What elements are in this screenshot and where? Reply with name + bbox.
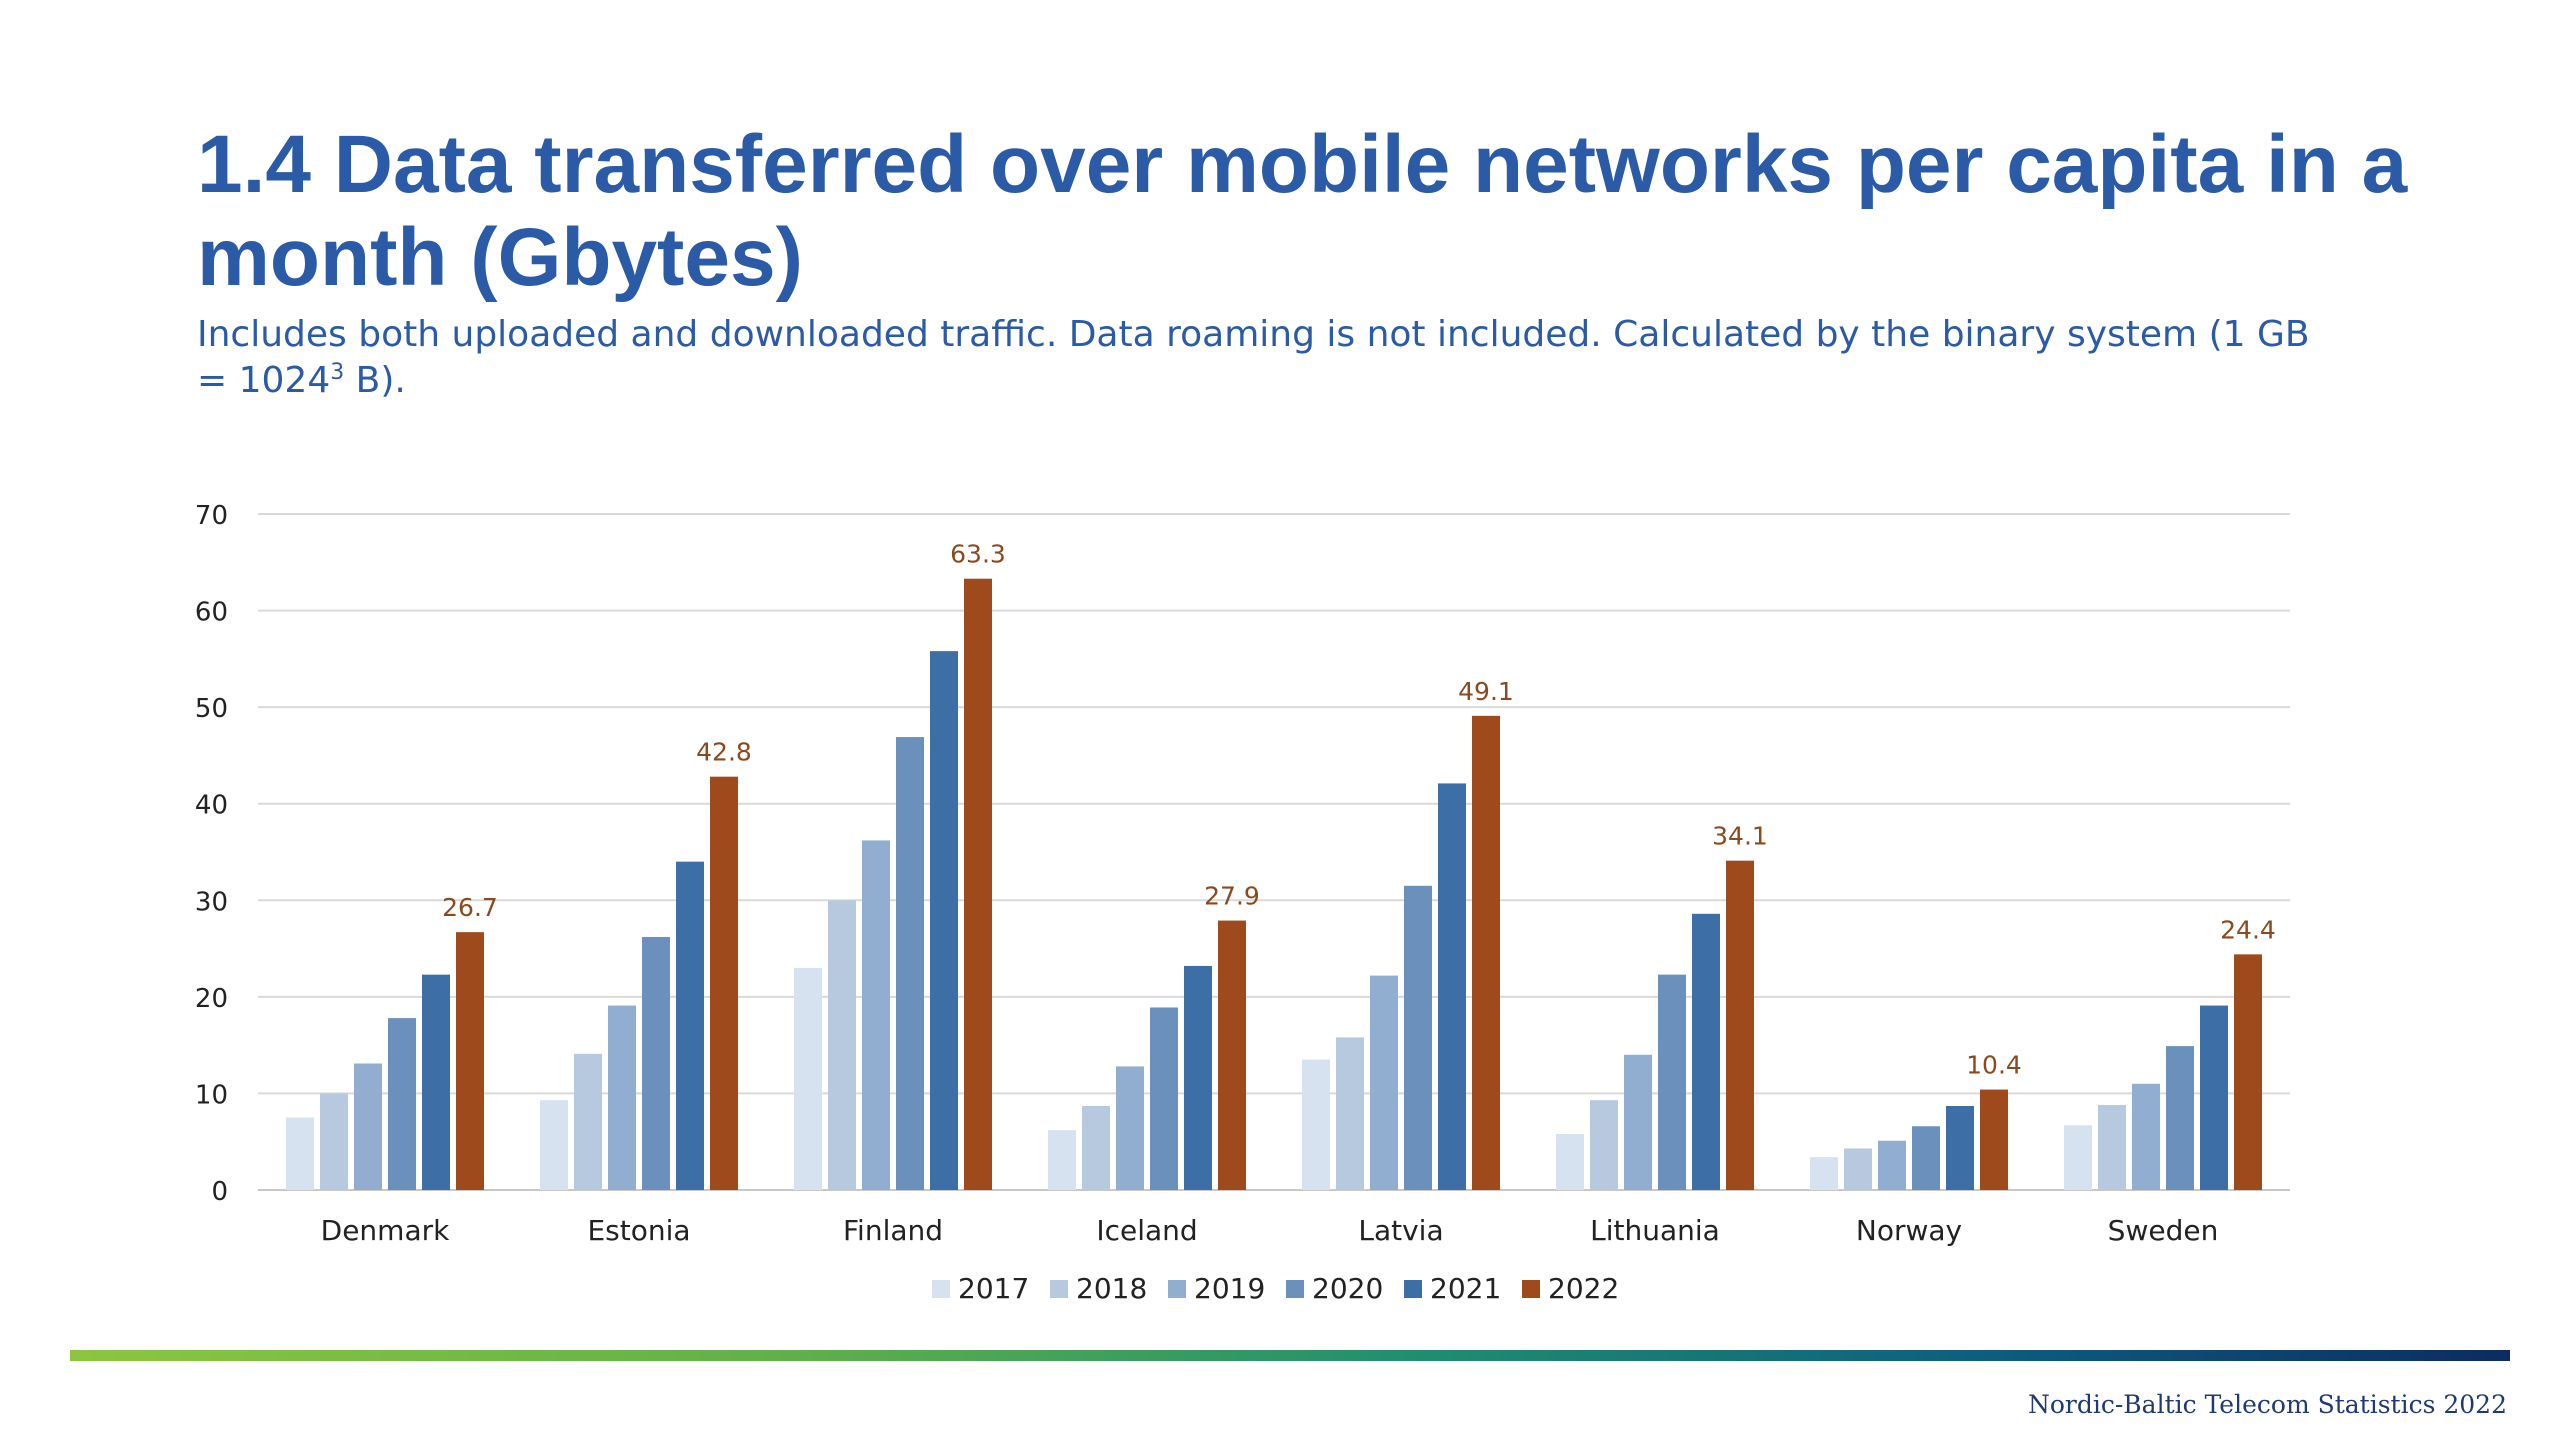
bar-2022-iceland [1218,920,1246,1190]
bar-2017-finland [794,967,822,1190]
x-tick-label: Lithuania [1590,1214,1720,1247]
legend-label-2021: 2021 [1430,1272,1501,1305]
x-tick-label: Norway [1856,1214,1962,1247]
bar-2018-finland [828,900,856,1190]
bar-2020-iceland [1150,1007,1178,1190]
slide-title: 1.4 Data transferred over mobile network… [197,119,2408,303]
x-tick-label: Latvia [1358,1214,1443,1247]
data-label: 10.4 [1966,1051,2022,1080]
bar-2021-norway [1946,1105,1974,1190]
bar-2021-denmark [422,974,450,1190]
bar-2019-sweden [2132,1083,2160,1190]
data-label: 24.4 [2220,915,2276,944]
bar-2022-latvia [1472,715,1500,1190]
legend-swatch-2017 [932,1280,950,1298]
bar-2017-estonia [540,1100,568,1190]
y-tick-label: 40 [195,791,228,821]
bar-2022-estonia [710,776,738,1190]
legend-swatch-2022 [1522,1280,1540,1298]
x-tick-label: Sweden [2108,1214,2219,1247]
x-axis: Denmark Estonia Finland Iceland Latvia Lithua… [321,1214,2219,1247]
bar-2021-lithuania [1692,913,1720,1190]
bar-2017-sweden [2064,1125,2092,1190]
bar-2019-finland [862,840,890,1190]
bar-2020-denmark [388,1018,416,1190]
data-labels: 26.7 42.8 63.3 27.9 49.1 34.1 10.4 24.4 [442,540,2276,1080]
legend-label-2022: 2022 [1548,1272,1619,1305]
bar-2018-denmark [320,1093,348,1190]
y-tick-label: 70 [195,501,228,531]
bar-2022-lithuania [1726,860,1754,1190]
bar-2021-sweden [2200,1005,2228,1190]
legend-swatch-2020 [1286,1280,1304,1298]
data-label: 27.9 [1204,882,1260,911]
bars [286,578,2262,1190]
subtitle-exponent: 3 [330,360,345,385]
data-label: 63.3 [950,540,1006,569]
bar-2017-denmark [286,1117,314,1190]
bar-2020-latvia [1404,885,1432,1190]
bar-2022-finland [964,578,992,1190]
bar-2020-estonia [642,936,670,1190]
y-tick-label: 10 [195,1080,228,1110]
x-tick-label: Iceland [1096,1214,1197,1247]
bar-2020-norway [1912,1126,1940,1190]
legend: 2017 2018 2019 2020 2021 2022 [932,1272,1619,1305]
bar-2021-estonia [676,861,704,1190]
data-label: 26.7 [442,893,498,922]
data-label: 42.8 [696,738,752,767]
bar-2021-latvia [1438,783,1466,1190]
bar-2022-norway [1980,1089,2008,1190]
slide-subtitle: Includes both uploaded and downloaded tr… [197,312,2347,404]
y-tick-label: 50 [195,694,228,724]
y-tick-label: 30 [195,887,228,917]
bar-2017-lithuania [1556,1133,1584,1190]
x-tick-label: Finland [843,1214,943,1247]
legend-label-2017: 2017 [958,1272,1029,1305]
y-axis: 0 10 20 30 40 50 60 70 [195,501,228,1207]
legend-label-2020: 2020 [1312,1272,1383,1305]
bar-2019-lithuania [1624,1054,1652,1190]
bar-2018-estonia [574,1053,602,1190]
bar-2019-iceland [1116,1066,1144,1190]
bar-chart: 0 10 20 30 40 50 60 70 26.7 42.8 63.3 27.9 49.1 34.1… [195,501,2290,1305]
bar-2018-sweden [2098,1105,2126,1190]
gridlines [258,513,2290,1191]
bar-2019-latvia [1370,975,1398,1190]
bar-2017-iceland [1048,1130,1076,1190]
subtitle-text: Includes both uploaded and downloaded tr… [197,314,2310,401]
footer-gradient-bar [70,1350,2510,1361]
x-tick-label: Estonia [587,1214,690,1247]
legend-swatch-2021 [1404,1280,1422,1298]
bar-2022-denmark [456,932,484,1190]
x-tick-label: Denmark [321,1214,450,1247]
bar-2019-estonia [608,1005,636,1190]
bar-2018-norway [1844,1148,1872,1190]
data-label: 34.1 [1712,822,1768,851]
bar-2021-finland [930,651,958,1190]
bar-2022-sweden [2234,954,2262,1190]
data-label: 49.1 [1458,677,1514,706]
y-tick-label: 60 [195,598,228,628]
legend-swatch-2019 [1168,1280,1186,1298]
bar-2017-latvia [1302,1059,1330,1190]
bar-2018-iceland [1082,1105,1110,1190]
bar-2018-lithuania [1590,1100,1618,1190]
legend-label-2019: 2019 [1194,1272,1265,1305]
legend-swatch-2018 [1050,1280,1068,1298]
bar-2020-lithuania [1658,974,1686,1190]
bar-2019-norway [1878,1140,1906,1190]
y-tick-label: 20 [195,984,228,1014]
legend-label-2018: 2018 [1076,1272,1147,1305]
subtitle-text-end: B). [344,360,406,401]
bar-2017-norway [1810,1157,1838,1190]
bar-2018-latvia [1336,1037,1364,1190]
footer-source: Nordic-Baltic Telecom Statistics 2022 [2027,1390,2507,1419]
bar-2021-iceland [1184,965,1212,1190]
bar-2019-denmark [354,1063,382,1190]
y-tick-label: 0 [211,1177,228,1207]
bar-2020-finland [896,737,924,1190]
bar-2020-sweden [2166,1046,2194,1190]
